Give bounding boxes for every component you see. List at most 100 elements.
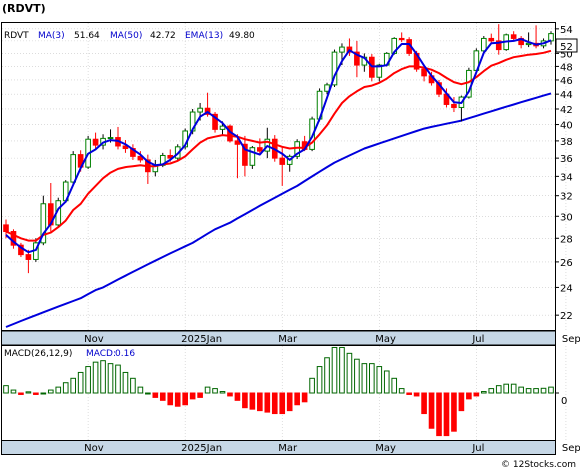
macd-bar-17 [130, 377, 136, 394]
macd-bar-69 [518, 386, 524, 394]
price-x-tick-2025Jan: 2025Jan [181, 334, 222, 345]
candle-body-3 [25, 254, 32, 260]
candle-body-70 [525, 42, 532, 46]
macd-bar-62 [466, 392, 472, 400]
macd-bar-66 [495, 385, 502, 394]
macd-bar-61 [458, 392, 465, 412]
macd-bar-5 [40, 392, 47, 395]
price-y-tick-label-54: 54 [560, 25, 573, 36]
price-x-tick-May: May [375, 334, 396, 345]
macd-bar-11 [85, 366, 91, 394]
macd-bar-19 [145, 392, 151, 395]
candle-body-47 [354, 51, 360, 66]
macd-bar-67 [503, 383, 510, 394]
price-panel: 22 24 26 28 30 32 34 36 38 40 42 44 46 48 50 54 52 RDVT… [1, 22, 578, 331]
macd-legend-value-label: MACD: [86, 349, 116, 359]
candle-44 [331, 49, 338, 87]
macd-x-axis: Nov 2025Jan Mar May Jul Sep [1, 440, 580, 455]
macd-bar-38 [286, 392, 293, 412]
macd-x-tick-Nov: Nov [84, 443, 104, 454]
macd-bar-13 [100, 360, 106, 394]
macd-bar-55 [413, 392, 420, 397]
candle-body-32 [242, 143, 248, 166]
macd-bar-1 [10, 389, 17, 394]
footer-copyright: © 12Stocks.com [501, 460, 576, 470]
macd-grid [2, 346, 567, 440]
macd-bar-52 [391, 377, 398, 394]
macd-bar-6 [47, 389, 54, 394]
macd-bar-23 [174, 392, 181, 407]
price-x-tick-Nov: Nov [84, 334, 104, 345]
price-x-tick-Sep: Sep [562, 334, 580, 345]
macd-y-tick-0: 0 [561, 396, 567, 407]
legend-ma3-label: MA(3) [38, 31, 65, 41]
candle-body-5 [40, 203, 47, 244]
macd-bar-36 [271, 392, 278, 415]
ma50-line-layer [5, 92, 552, 328]
macd-bar-71 [533, 388, 539, 394]
macd-bar-9 [70, 377, 77, 394]
candle-53 [398, 32, 405, 43]
macd-bar-56 [421, 392, 427, 415]
ma50-line [5, 92, 552, 328]
macd-bar-12 [92, 361, 99, 394]
candle-9 [70, 151, 77, 184]
price-y-tick-label-22: 22 [560, 311, 573, 322]
legend-ma50-label: MA(50) [110, 31, 142, 41]
ma3-line [5, 38, 552, 254]
candle-body-33 [249, 147, 256, 166]
candle-body-37 [279, 157, 286, 165]
macd-bar-18 [137, 386, 144, 394]
macd-bar-26 [197, 392, 203, 398]
macd-bar-58 [436, 392, 442, 437]
candle-28 [212, 112, 218, 133]
price-y-tick-label-24: 24 [560, 283, 573, 294]
macd-histogram [3, 346, 554, 437]
macd-bar-60 [451, 392, 457, 432]
macd-bar-68 [510, 383, 517, 394]
macd-bar-33 [249, 392, 256, 410]
price-y-axis: 22 24 26 28 30 32 34 36 38 40 42 44 46 48 50 54 [555, 25, 573, 322]
macd-x-tick-Sep: Sep [562, 443, 580, 454]
candle-47 [354, 40, 360, 78]
macd-bar-10 [77, 371, 84, 394]
candle-2 [18, 242, 24, 258]
candle-32 [242, 135, 248, 177]
legend-ema13-label: EMA(13) [185, 31, 223, 41]
candle-33 [249, 145, 256, 169]
macd-bar-8 [62, 382, 69, 394]
macd-x-tick-2025Jan: 2025Jan [181, 443, 222, 454]
ema13-line [5, 49, 552, 242]
price-y-tick-label-42: 42 [560, 105, 573, 116]
candle-34 [257, 138, 263, 154]
price-x-labels: Nov 2025Jan Mar May Jul Sep [84, 334, 580, 345]
candle-body-12 [92, 138, 99, 146]
candle-66 [495, 24, 502, 55]
price-x-tick-Jul: Jul [471, 334, 484, 345]
candle-body-39 [294, 141, 300, 157]
macd-bar-25 [189, 392, 196, 400]
ema13-line-layer [5, 49, 552, 242]
macd-bar-42 [316, 366, 323, 394]
macd-bar-48 [361, 363, 368, 394]
last-price-box [555, 38, 578, 53]
candle-16 [122, 140, 129, 153]
price-y-tick-label-50: 50 [560, 49, 573, 60]
macd-bar-64 [480, 391, 487, 394]
price-y-tick-label-30: 30 [560, 212, 573, 223]
macd-bar-22 [167, 392, 174, 406]
macd-x-labels: Nov 2025Jan Mar May Jul Sep [84, 443, 580, 454]
candle-60 [451, 97, 457, 113]
macd-x-tick-Mar: Mar [278, 443, 298, 454]
candle-12 [92, 132, 99, 149]
candle-64 [480, 36, 487, 54]
macd-bar-32 [242, 392, 248, 409]
price-x-axis: Nov 2025Jan Mar May Jul Sep [1, 330, 580, 346]
candle-body-29 [219, 125, 226, 130]
macd-x-tick-Jul: Jul [471, 443, 484, 454]
candle-body-34 [257, 147, 263, 152]
price-y-tick-label-36: 36 [560, 154, 573, 165]
candle-3 [25, 249, 32, 274]
price-y-tick-label-48: 48 [560, 62, 573, 73]
ma3-line-layer [5, 38, 552, 254]
